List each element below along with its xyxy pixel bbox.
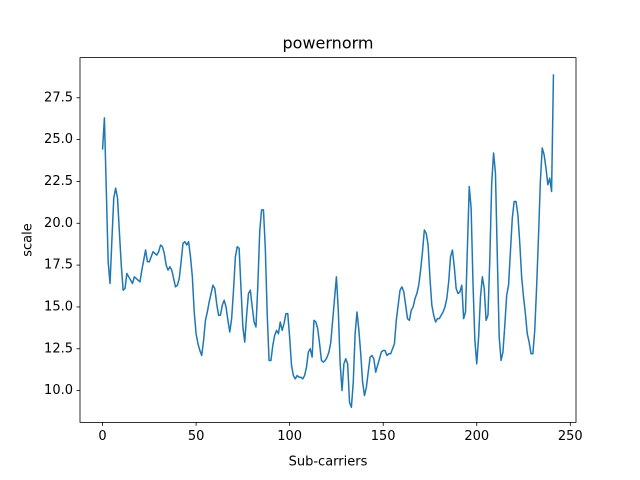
y-tick-label: 22.5 — [44, 174, 73, 189]
x-tick-label: 0 — [98, 429, 106, 444]
plot-frame — [79, 57, 577, 423]
y-tick-label: 12.5 — [44, 341, 73, 356]
x-tick-label: 200 — [464, 429, 489, 444]
chart-title: powernorm — [283, 34, 374, 53]
y-tick-label: 10.0 — [44, 383, 73, 398]
x-axis-label: Sub-carriers — [289, 455, 368, 470]
x-tick-label: 150 — [371, 429, 396, 444]
y-axis-label: scale — [21, 223, 36, 257]
y-tick-label: 27.5 — [44, 90, 73, 105]
x-tick-label: 50 — [188, 429, 205, 444]
x-tick-label: 250 — [558, 429, 583, 444]
y-tick-label: 25.0 — [44, 132, 73, 147]
data-line — [101, 74, 555, 409]
y-tick-label: 15.0 — [44, 299, 73, 314]
x-tick-label: 100 — [277, 429, 302, 444]
y-tick-label: 17.5 — [44, 258, 73, 273]
y-tick-label: 20.0 — [44, 216, 73, 231]
